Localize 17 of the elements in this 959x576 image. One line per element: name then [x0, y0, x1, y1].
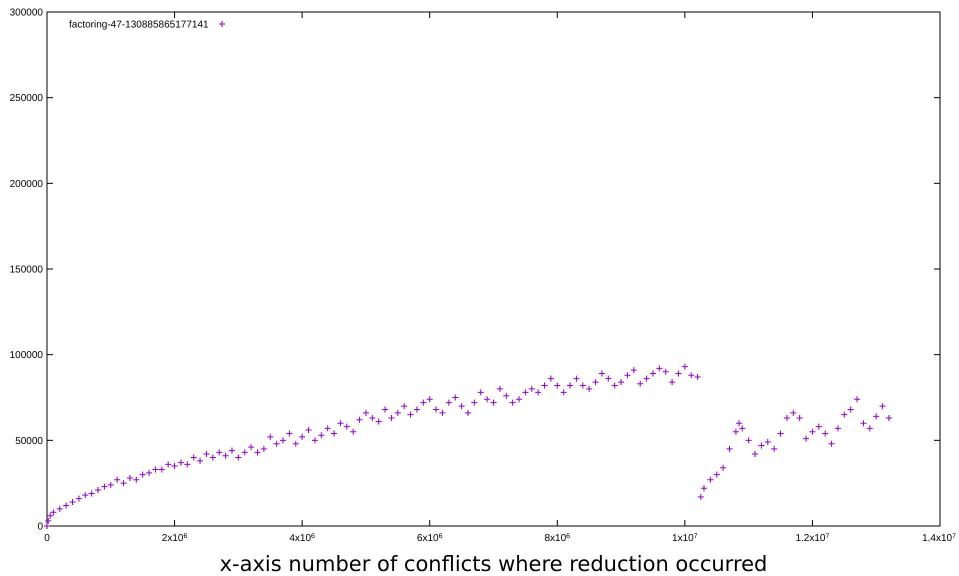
x-tick-label: 1x10$^{7}$ — [672, 532, 698, 544]
x-tick-label: 0 — [44, 533, 50, 544]
y-tick-label: 250000 — [10, 93, 44, 104]
y-tick-label: 300000 — [10, 8, 44, 18]
y-tick-label: 50000 — [15, 436, 44, 447]
x-tick-label: 4x10$^{6}$ — [289, 532, 316, 544]
x-tick-label: 8x10$^{6}$ — [544, 532, 570, 544]
x-tick-label: 1.4x10$^{7}$ — [922, 532, 956, 544]
y-tick-label: 100000 — [10, 350, 44, 362]
y-tick-label: 150000 — [10, 264, 44, 276]
y-tick-label: 0 — [37, 522, 44, 532]
x-tick-label: 6x10$^{6}$ — [416, 532, 443, 544]
legend-label: factoring-47-130885865177141 — [69, 20, 209, 30]
x-axis-title: x-axis number of conflicts where reduction occurred — [220, 552, 768, 576]
y-tick-label: 200000 — [10, 178, 44, 190]
x-tick-label: 2x10$^{6}$ — [162, 532, 188, 544]
x-tick-label: 1.2x10$^{7}$ — [795, 532, 830, 544]
